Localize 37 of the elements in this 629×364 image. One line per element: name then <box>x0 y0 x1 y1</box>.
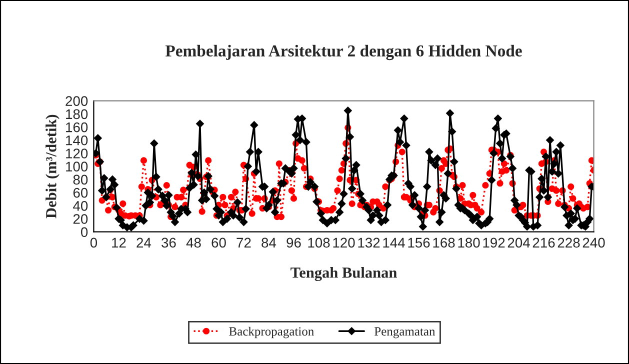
x-tick-label: 192 <box>483 238 505 248</box>
x-tick-label: 228 <box>558 238 580 248</box>
x-tick-label: 36 <box>162 238 176 248</box>
x-tick-label: 24 <box>136 238 152 248</box>
x-tick-label: 12 <box>112 238 126 248</box>
y-tick-label: 120 <box>66 148 88 158</box>
x-tick-label: 168 <box>433 238 455 248</box>
y-axis-title: Debit (m³/detik) <box>46 114 60 218</box>
y-tick-label: 200 <box>66 96 88 106</box>
x-tick-label: 240 <box>582 238 605 248</box>
y-tick-label: 100 <box>66 162 88 172</box>
x-tick-label: 204 <box>508 238 530 248</box>
y-tick-label: 20 <box>73 214 88 224</box>
x-tick-label: 72 <box>236 238 251 248</box>
x-tick-label: 84 <box>262 238 276 248</box>
x-tick-label: 216 <box>532 238 555 248</box>
x-tick-label: 96 <box>286 238 301 248</box>
y-tick-label: 160 <box>66 122 88 132</box>
x-tick-label: 144 <box>383 238 405 248</box>
legend-label: Pengamatan <box>374 327 436 338</box>
chart-title: Pembelajaran Arsitektur 2 dengan 6 Hidden Node <box>165 44 522 60</box>
x-axis-title: Tengah Bulanan <box>290 267 397 282</box>
y-tick-label: 60 <box>73 188 88 198</box>
y-tick-label: 80 <box>73 174 88 185</box>
y-tick-label: 40 <box>73 200 88 211</box>
x-tick-label: 132 <box>358 238 380 248</box>
x-tick-label: 0 <box>90 238 98 248</box>
x-tick-label: 120 <box>333 238 355 248</box>
x-tick-label: 60 <box>212 238 226 248</box>
y-tick-label: 140 <box>66 135 88 146</box>
y-tick-label: 180 <box>66 109 88 120</box>
x-tick-label: 180 <box>458 238 480 248</box>
x-tick-label: 48 <box>186 238 201 248</box>
legend-label: Backpropagation <box>229 326 314 338</box>
y-tick-label: 0 <box>80 227 88 238</box>
x-tick-label: 156 <box>408 238 430 248</box>
x-tick-label: 108 <box>308 238 330 248</box>
